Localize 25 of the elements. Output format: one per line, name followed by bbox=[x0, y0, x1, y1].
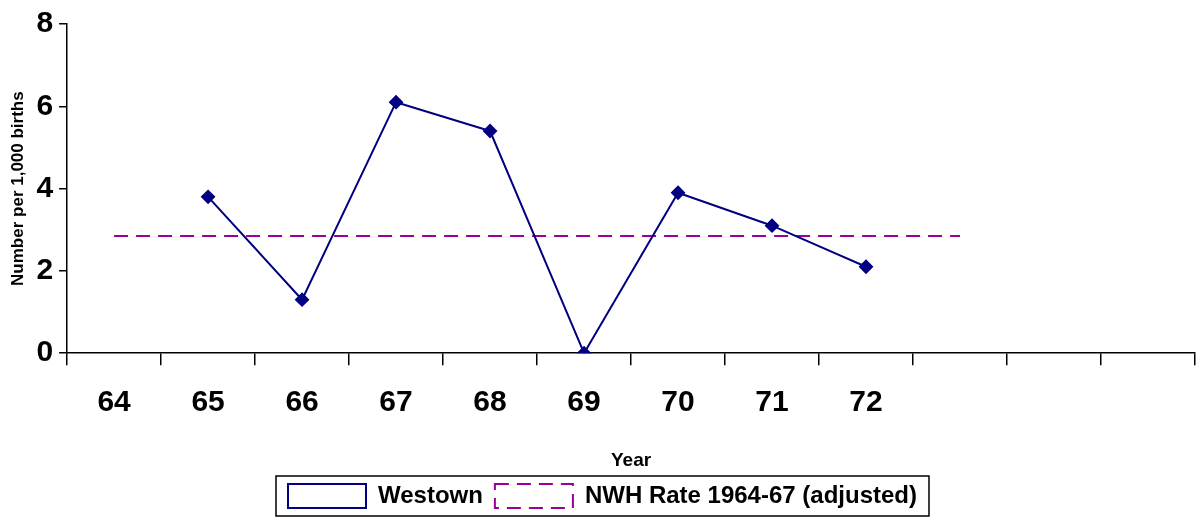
x-axis-title: Year bbox=[610, 448, 652, 470]
x-tick-label: 66 bbox=[285, 384, 319, 418]
x-tick-label: 72 bbox=[849, 384, 883, 418]
y-tick-label: 0 bbox=[36, 334, 54, 368]
x-tick-label: 64 bbox=[97, 384, 132, 418]
y-axis-title: Number per 1,000 births bbox=[7, 91, 27, 286]
y-tick-label: 6 bbox=[36, 87, 54, 121]
point bbox=[483, 123, 498, 138]
point bbox=[201, 189, 216, 204]
point bbox=[671, 185, 686, 200]
x-tick-label: 68 bbox=[473, 384, 507, 418]
x-tick-label: 71 bbox=[755, 384, 789, 418]
y-tick-label: 8 bbox=[36, 5, 54, 39]
legend-label: Westown bbox=[378, 480, 483, 508]
y-tick-label: 2 bbox=[36, 252, 54, 286]
point bbox=[295, 292, 310, 307]
point bbox=[765, 218, 780, 233]
point bbox=[389, 95, 404, 110]
legend-label: NWH Rate 1964-67 (adjusted) bbox=[584, 480, 917, 508]
x-tick-label: 67 bbox=[379, 384, 413, 418]
x-tick-label: 70 bbox=[661, 384, 695, 418]
point bbox=[859, 259, 874, 274]
y-tick-label: 4 bbox=[36, 169, 54, 203]
x-tick-label: 65 bbox=[191, 384, 225, 418]
x-tick-label: 69 bbox=[567, 384, 601, 418]
